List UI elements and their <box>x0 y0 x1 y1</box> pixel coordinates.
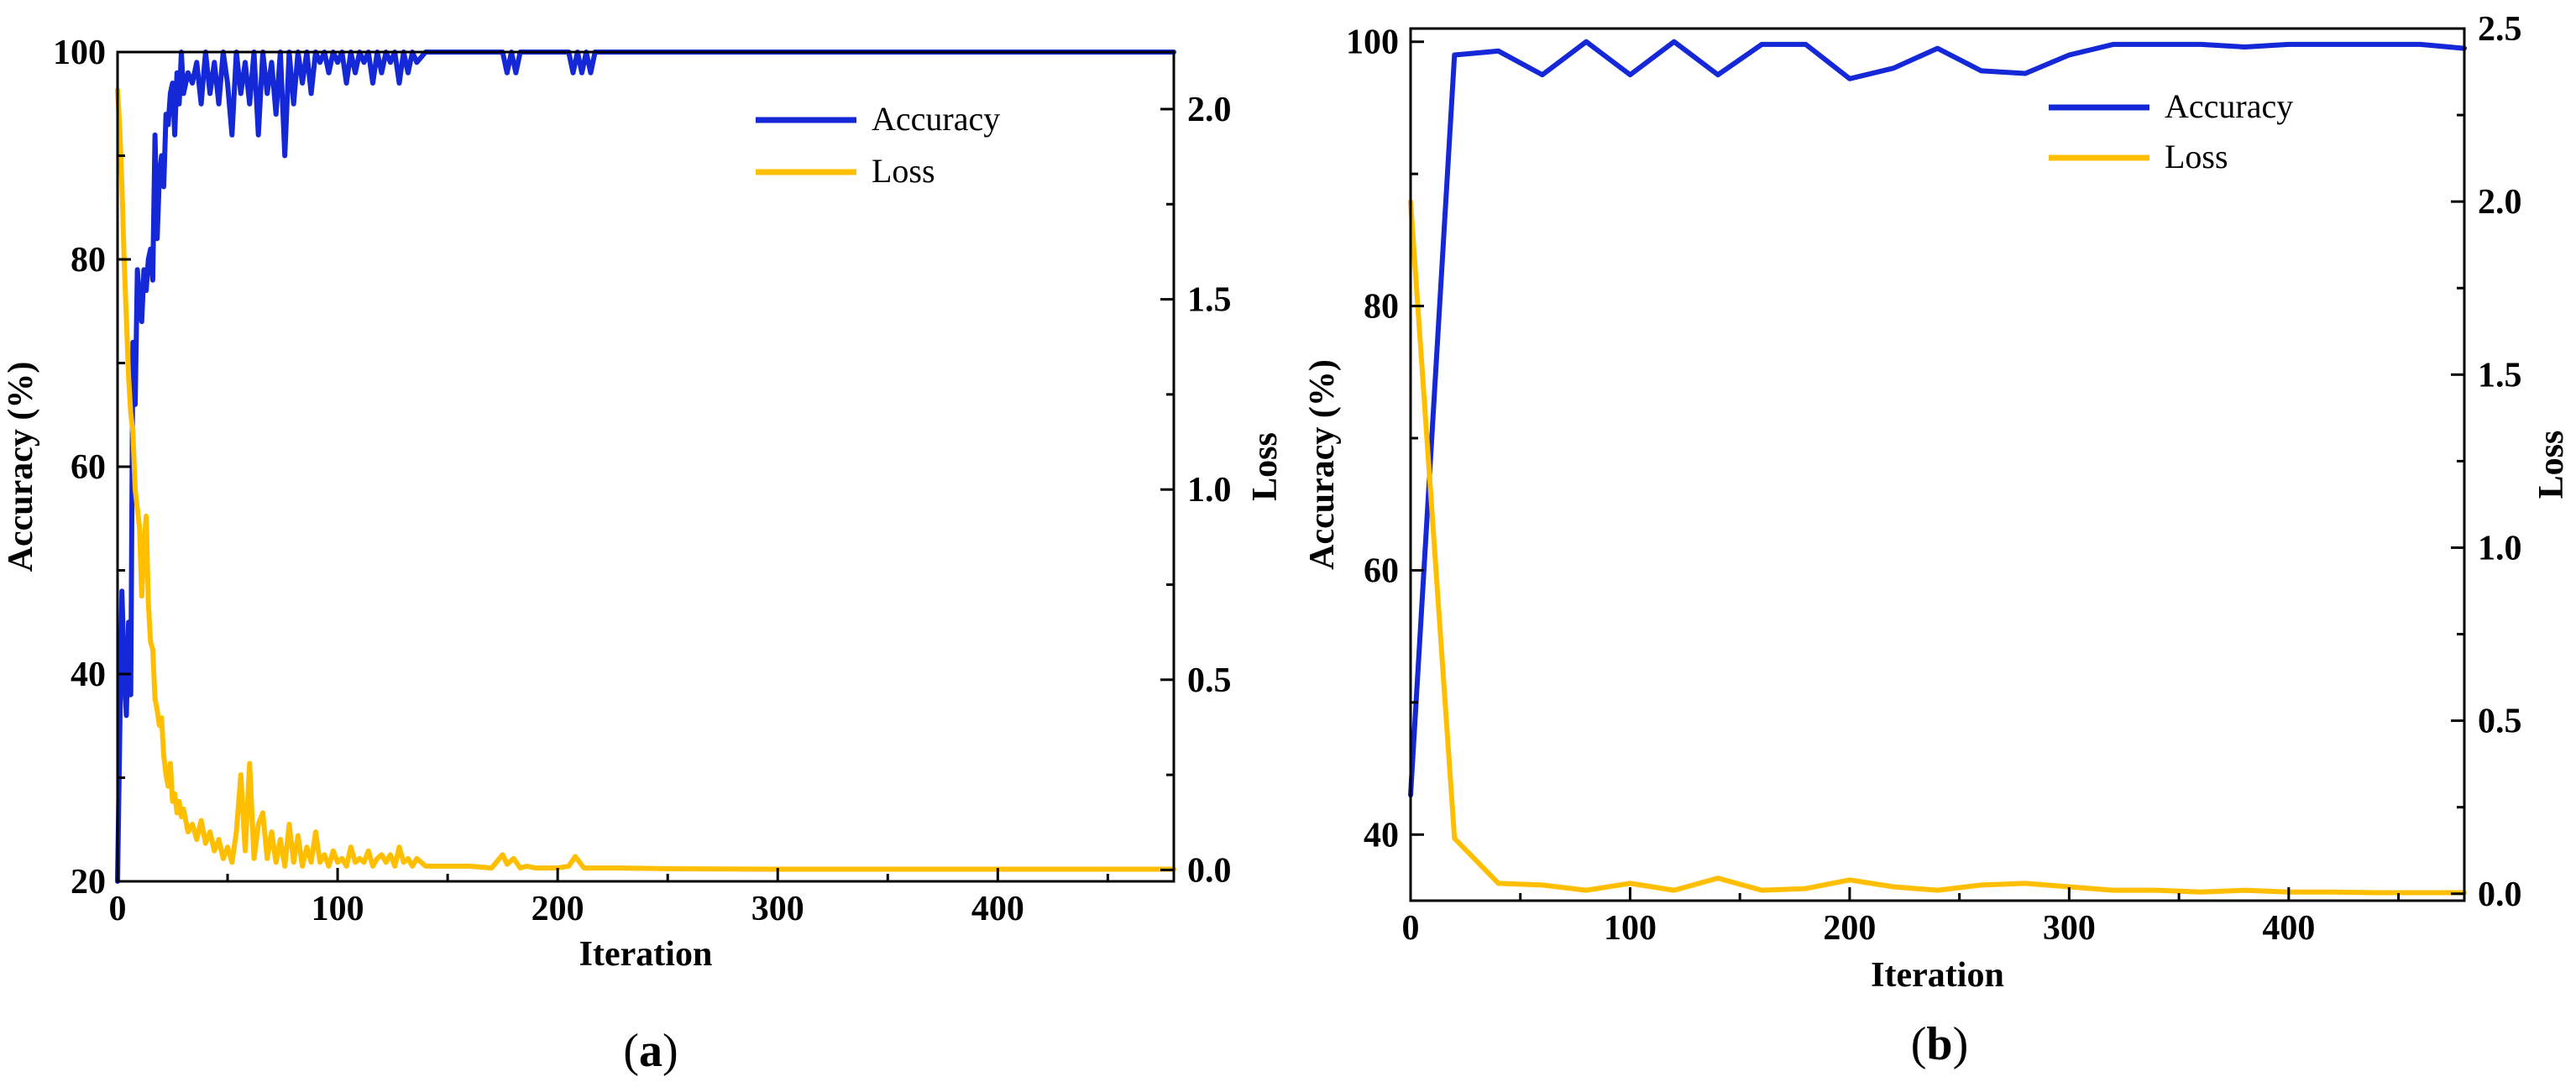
y-tick-label: 100 <box>1346 24 1399 62</box>
panel-label: (a) <box>623 1025 678 1077</box>
y-tick-label: 100 <box>53 34 106 72</box>
y2-tick-label: 2.0 <box>1187 91 1232 129</box>
chart-panel-a: 0 100 200 300 400 20 40 60 80 100 0.0 0.5 1.0 1.5 2.0 I… <box>2 34 1285 1077</box>
y2-tick-label: 0.5 <box>1187 661 1232 700</box>
x-tick-label: 400 <box>2262 909 2315 948</box>
y2-axis-title: Loss <box>1246 432 1285 501</box>
y-axis-title: Accuracy (%) <box>2 362 40 572</box>
legend-label-loss: Loss <box>872 152 935 190</box>
y-axis-title: Accuracy (%) <box>1303 359 1342 570</box>
y2-axis-title: Loss <box>2532 431 2571 499</box>
y2-tick-label: 0.5 <box>2478 703 2522 741</box>
series-line-loss <box>115 87 1176 872</box>
x-axis-title: Iteration <box>1871 956 2004 995</box>
y2-tick-label: 0.0 <box>1187 851 1232 890</box>
x-tick-label: 100 <box>312 890 364 928</box>
x-tick-label: 200 <box>531 890 584 928</box>
legend-label-loss: Loss <box>2165 138 2228 175</box>
x-axis-title: Iteration <box>579 935 713 974</box>
y2-tick-label: 1.5 <box>2478 356 2522 395</box>
x-tick-label: 200 <box>1823 909 1876 948</box>
y-tick-label: 60 <box>71 448 106 487</box>
y-tick-label: 80 <box>1364 288 1399 327</box>
y-tick-label: 80 <box>71 241 106 280</box>
y-tick-label: 60 <box>1364 551 1399 590</box>
series-line-accuracy <box>115 50 1176 884</box>
legend-label-accuracy: Accuracy <box>2165 87 2293 125</box>
y2-tick-label: 1.0 <box>1187 471 1232 510</box>
x-tick-label: 400 <box>971 890 1024 928</box>
legend-label-accuracy: Accuracy <box>872 100 1000 138</box>
y2-tick-label: 2.5 <box>2478 10 2522 49</box>
chart-panel-b: 0 100 200 300 400 40 60 80 100 0.0 0.5 1.0 1.5 2.0 2.5… <box>1303 10 2571 1070</box>
series-line-accuracy <box>1408 39 2467 798</box>
panel-label: (b) <box>1911 1018 1968 1070</box>
x-tick-label: 300 <box>2043 909 2096 948</box>
y-tick-label: 40 <box>71 656 106 694</box>
y2-tick-label: 1.5 <box>1187 281 1232 320</box>
x-tick-label: 0 <box>1402 909 1420 948</box>
y-tick-label: 20 <box>71 863 106 901</box>
y-tick-label: 40 <box>1364 816 1399 854</box>
y2-tick-label: 1.0 <box>2478 529 2522 567</box>
plot-frame <box>1409 27 2466 902</box>
x-tick-label: 100 <box>1604 909 1657 948</box>
x-tick-label: 0 <box>109 890 127 928</box>
x-tick-label: 300 <box>751 890 804 928</box>
y2-tick-label: 0.0 <box>2478 875 2522 914</box>
y2-tick-label: 2.0 <box>2478 183 2522 222</box>
